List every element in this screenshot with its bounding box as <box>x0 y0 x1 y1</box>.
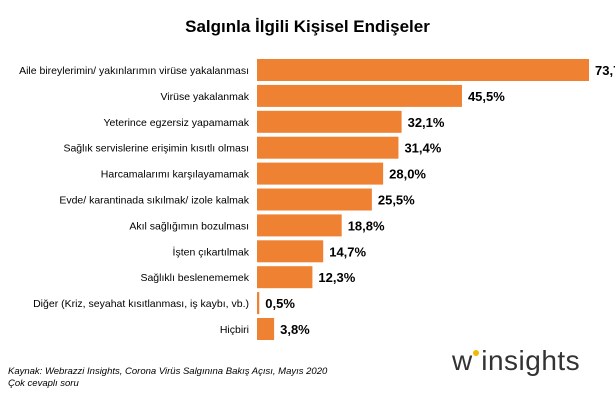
value-label: 32,1% <box>408 115 445 130</box>
logo-text: insights <box>481 345 581 376</box>
source-note: Kaynak: Webrazzi Insights, Corona Virüs … <box>8 366 327 390</box>
bar <box>257 188 372 211</box>
category-label: Harcamalarımı karşılayamamak <box>101 169 250 181</box>
logo-w: w <box>452 345 473 376</box>
bar <box>257 214 342 237</box>
category-label: Aile bireylerimin/ yakınlarımın virüse y… <box>19 65 249 77</box>
bar <box>257 318 275 340</box>
bar <box>257 292 260 315</box>
bar <box>257 136 399 159</box>
value-label: 25,5% <box>378 193 415 208</box>
bar <box>257 162 384 185</box>
category-label: Akıl sağlığımın bozulması <box>129 220 249 232</box>
chart-title: Salgınla İlgili Kişisel Endişeler <box>185 17 430 36</box>
value-label: 45,5% <box>468 89 505 104</box>
category-label: İşten çıkartılmak <box>173 245 250 258</box>
insights-logo: w insights <box>452 343 580 379</box>
bar <box>257 266 313 289</box>
category-label: Diğer (Kriz, seyahat kısıtlanması, iş ka… <box>33 298 249 310</box>
bar <box>257 110 402 133</box>
multi-answer-note: Çok cevaplı soru <box>8 378 79 389</box>
category-label: Hiçbiri <box>220 324 249 336</box>
value-label: 31,4% <box>404 141 441 156</box>
category-label: Yeterince egzersiz yapamamak <box>103 117 249 129</box>
value-label: 18,8% <box>348 218 385 233</box>
category-label: Sağlıklı beslenememek <box>140 272 249 284</box>
bar <box>257 240 324 263</box>
bar <box>257 59 589 81</box>
bar <box>257 84 462 107</box>
source-line: Kaynak: Webrazzi Insights, Corona Virüs … <box>8 366 328 377</box>
logo-dot-icon <box>473 350 480 356</box>
category-label: Virüse yakalanmak <box>160 91 249 103</box>
category-label: Sağlık servislerine erişimin kısıtlı olm… <box>63 143 249 155</box>
value-label: 3,8% <box>280 322 310 337</box>
value-label: 12,3% <box>318 270 355 285</box>
value-label: 73,7% <box>595 63 615 78</box>
category-label: Evde/ karantinada sıkılmak/ izole kalmak <box>59 195 249 207</box>
value-label: 0,5% <box>265 296 295 311</box>
value-label: 28,0% <box>389 167 426 182</box>
value-label: 14,7% <box>329 244 366 259</box>
